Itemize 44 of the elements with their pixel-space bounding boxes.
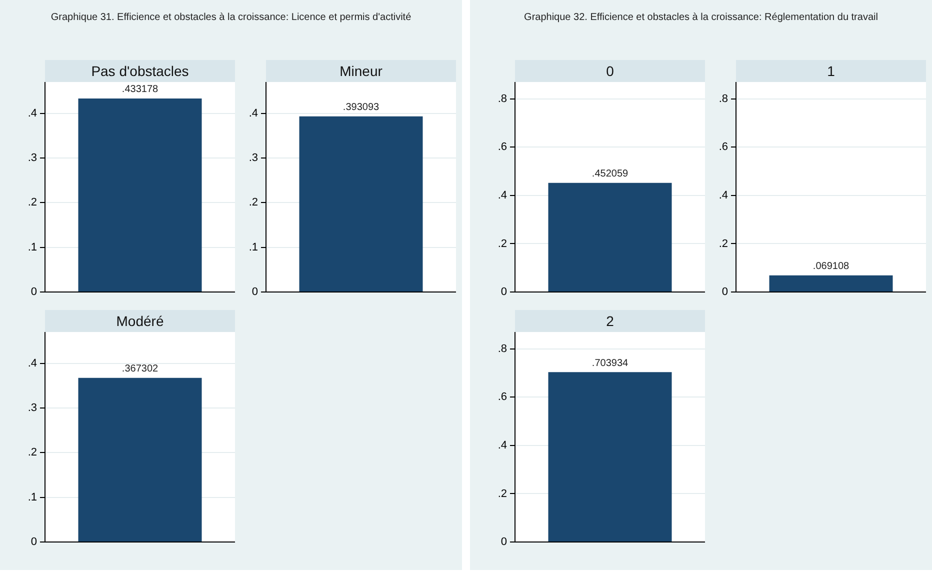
chart-title: Modéré — [45, 310, 235, 332]
y-tick-label: .4 — [498, 189, 507, 202]
y-tick-label: .6 — [718, 141, 728, 154]
y-tick-label: .4 — [28, 107, 37, 120]
y-tick-label: 0 — [722, 286, 728, 298]
y-tick-label: .1 — [28, 241, 37, 254]
chart-title: Mineur — [266, 60, 456, 82]
data-label: .069108 — [812, 261, 850, 272]
data-label: .452059 — [592, 168, 629, 180]
y-tick-label: .2 — [28, 196, 37, 209]
y-tick-label: 0 — [500, 536, 507, 548]
y-tick-label: .4 — [718, 189, 728, 202]
y-tick-label: .8 — [498, 92, 507, 105]
y-tick-label: .4 — [498, 439, 507, 452]
y-tick-label: .3 — [28, 152, 37, 164]
y-tick-label: .1 — [248, 241, 258, 254]
y-tick-label: .3 — [248, 152, 258, 164]
y-tick-label: .2 — [718, 238, 728, 250]
y-tick-label: .3 — [28, 402, 37, 414]
y-tick-label: .8 — [718, 92, 728, 105]
y-tick-label: .2 — [498, 238, 507, 250]
y-tick-label: .1 — [28, 491, 37, 504]
chart-title: 0 — [515, 60, 705, 82]
data-label: .393093 — [342, 102, 380, 114]
y-tick-label: 0 — [500, 286, 507, 298]
text: Graphique 32. Efficience et obstacles à la croissance: Réglementation du travail — [523, 12, 879, 23]
y-tick-label: 0 — [252, 286, 258, 298]
data-label: .703934 — [592, 358, 629, 369]
y-tick-label: .6 — [498, 391, 507, 404]
y-tick-label: .4 — [28, 357, 37, 370]
text: Graphique 31. Efficience et obstacles à la croissance: Licence et permis d'activité — [50, 12, 412, 23]
chart-title: Pas d'obstacles — [45, 60, 235, 82]
y-tick-label: .8 — [498, 342, 507, 355]
chart-title: 2 — [515, 310, 705, 332]
y-tick-label: .2 — [28, 446, 37, 459]
data-label: .433178 — [122, 84, 159, 96]
y-tick-label: .6 — [498, 141, 507, 154]
y-tick-label: .4 — [248, 107, 258, 120]
y-tick-label: .2 — [248, 196, 258, 209]
y-tick-label: 0 — [30, 536, 37, 548]
y-tick-label: .2 — [498, 488, 507, 500]
data-label: .367302 — [122, 364, 159, 375]
chart-title: 1 — [736, 60, 926, 82]
y-tick-label: 0 — [30, 286, 37, 298]
